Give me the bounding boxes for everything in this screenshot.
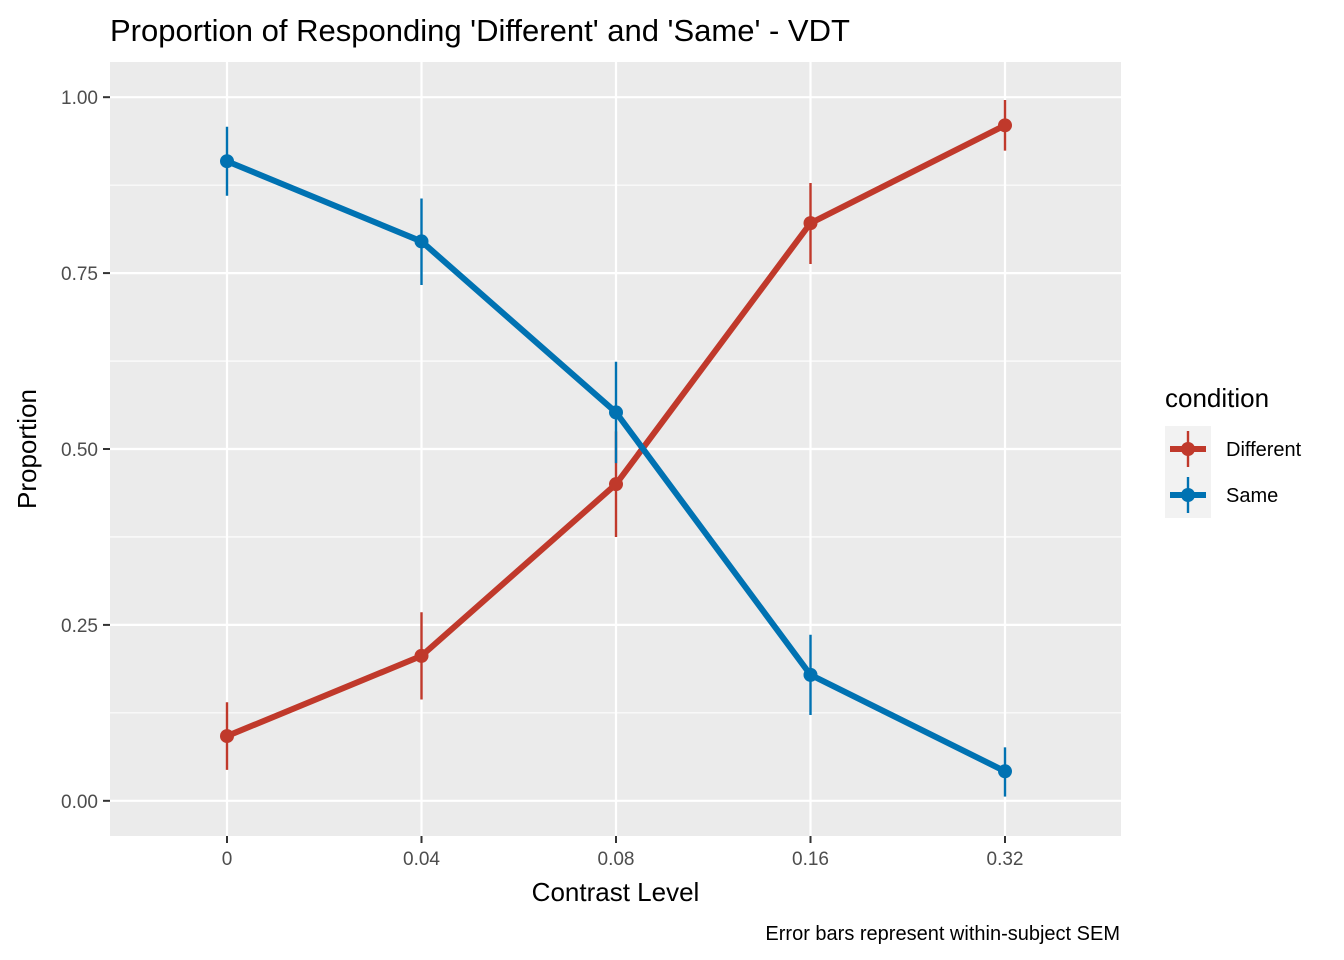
series-layer bbox=[220, 99, 1012, 797]
y-axis: 0.00 0.25 0.50 0.75 1.00 bbox=[61, 88, 110, 813]
data-point bbox=[414, 648, 429, 663]
data-point bbox=[609, 405, 623, 420]
series-different bbox=[220, 99, 1012, 770]
data-point bbox=[609, 477, 623, 492]
series-same bbox=[220, 126, 1012, 797]
data-point bbox=[998, 764, 1012, 779]
y-tick-label: 0.50 bbox=[61, 440, 98, 461]
x-axis: 0 0.04 0.08 0.16 0.32 bbox=[222, 836, 1024, 870]
data-point bbox=[220, 154, 234, 169]
data-point bbox=[803, 216, 818, 231]
y-tick-label: 0.75 bbox=[61, 264, 98, 285]
data-point bbox=[220, 729, 234, 744]
x-tick-label: 0.16 bbox=[792, 849, 829, 870]
y-axis-title: Proportion bbox=[12, 389, 42, 509]
data-point bbox=[414, 234, 429, 249]
legend-item-different: Different bbox=[1170, 431, 1302, 467]
x-tick-label: 0.08 bbox=[598, 849, 635, 870]
legend-label: Different bbox=[1226, 439, 1302, 461]
legend-key-point bbox=[1181, 488, 1195, 502]
data-point bbox=[998, 118, 1012, 133]
chart-title: Proportion of Responding 'Different' and… bbox=[110, 13, 850, 48]
y-tick-label: 0.25 bbox=[61, 616, 98, 637]
x-axis-title: Contrast Level bbox=[532, 877, 700, 907]
legend-key-point bbox=[1181, 442, 1195, 456]
legend-label: Same bbox=[1226, 485, 1278, 507]
legend: condition Different Same bbox=[1165, 383, 1302, 518]
data-point bbox=[803, 667, 818, 682]
caption: Error bars represent within-subject SEM bbox=[765, 923, 1120, 945]
y-tick-label: 1.00 bbox=[61, 88, 98, 109]
x-tick-label: 0.32 bbox=[987, 849, 1024, 870]
x-tick-label: 0 bbox=[222, 849, 233, 870]
y-tick-label: 0.00 bbox=[61, 792, 98, 813]
legend-item-same: Same bbox=[1170, 477, 1278, 513]
x-tick-label: 0.04 bbox=[403, 849, 440, 870]
legend-title: condition bbox=[1165, 383, 1269, 413]
